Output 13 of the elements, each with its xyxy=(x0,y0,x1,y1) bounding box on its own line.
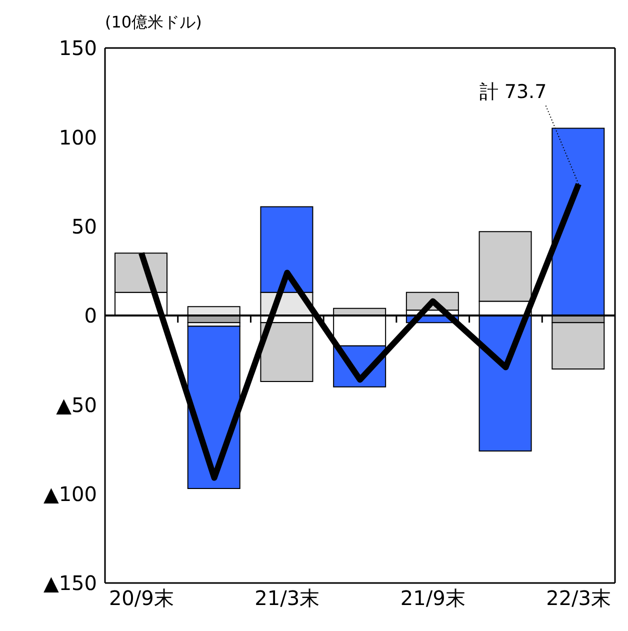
y-tick-label: 0 xyxy=(84,304,97,328)
x-tick-label: 21/9末 xyxy=(400,586,466,610)
y-tick-label: ▲150 xyxy=(43,571,97,596)
x-tick-label: 22/3末 xyxy=(546,586,612,610)
y-tick-label: ▲50 xyxy=(56,392,97,417)
annotation: 計 73.7 xyxy=(479,81,547,104)
x-tick-label: 21/3末 xyxy=(254,586,320,610)
y-axis-title: (10億米ドル) xyxy=(105,12,202,32)
y-tick-label: ▲100 xyxy=(43,482,97,506)
y-tick-label: 100 xyxy=(58,125,97,150)
y-tick-label: 150 xyxy=(58,36,97,60)
y-tick-label: 50 xyxy=(72,214,97,238)
x-tick-label: 20/9末 xyxy=(108,586,174,610)
